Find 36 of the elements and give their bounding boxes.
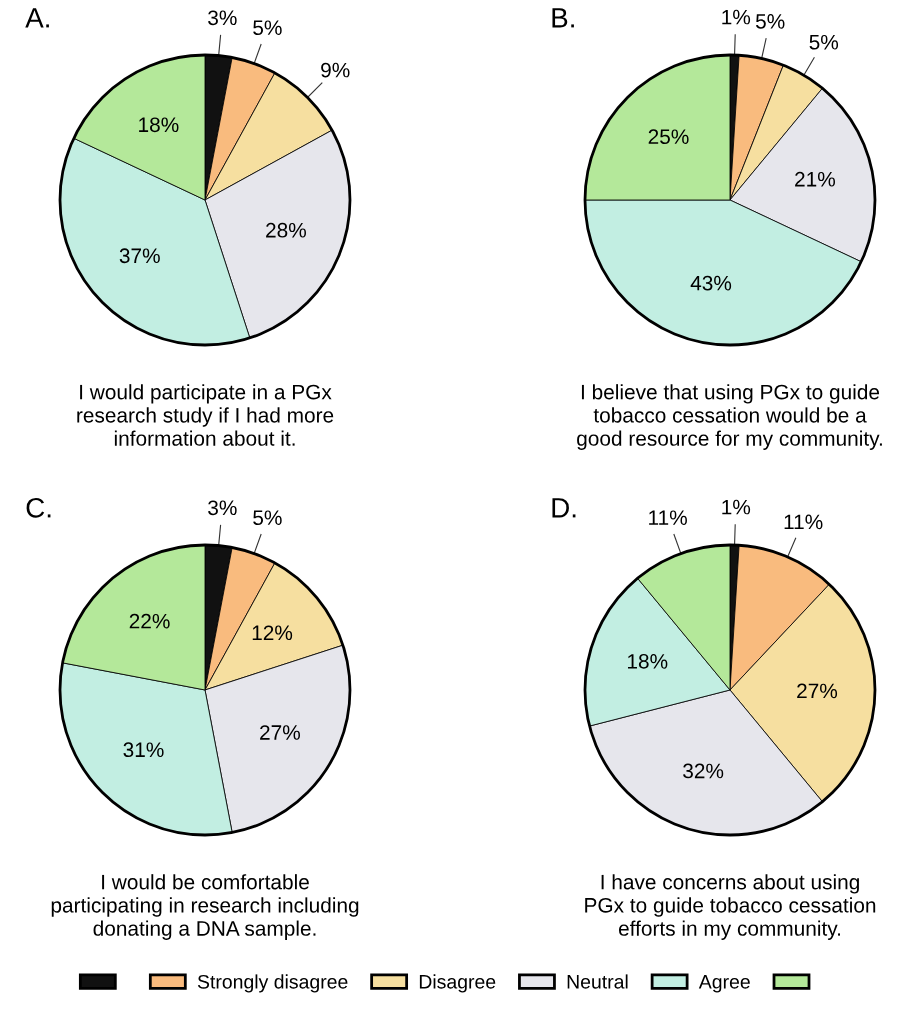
text: I would participate in a PGx research study if I had more information about it. [77,384,334,446]
data-label: 32% [683,763,724,779]
data-label: 11% [784,514,823,530]
data-label: 21% [795,171,836,187]
legend-label: Neutral [567,974,628,989]
data-label: 27% [797,683,838,699]
data-label: 31% [123,742,164,758]
data-label: 9% [321,62,350,78]
text: I believe that using PGx to guide tobacco cessation would be a good resource for my community. [577,384,882,450]
chart-title: A. [25,8,49,28]
data-label: 11% [649,510,687,525]
data-label: 22% [129,613,170,629]
data-label: 18% [139,117,179,133]
data-label: 3% [208,500,237,516]
data-label: 5% [253,510,282,526]
data-label: 37% [119,248,160,264]
legend-label: Disagree [419,974,496,993]
data-label: 28% [266,222,306,238]
data-label: 43% [690,275,732,291]
data-label: 5% [253,20,282,36]
data-label: 12% [252,625,293,641]
data-label: 1% [722,9,751,25]
chart-title: B. [552,8,574,28]
data-label: 27% [260,725,300,740]
data-label: 5% [755,14,785,29]
legend-label: Agree [698,975,750,993]
chart-title: C. [26,497,51,518]
data-label: 1% [722,499,751,515]
legend-label: Strongly disagree [197,974,348,993]
data-label: 18% [628,653,668,669]
text: I would be comfortable participating in research including donating a DNA sample. [51,874,359,940]
data-label: 25% [648,129,689,145]
chart-title: D. [552,498,576,518]
text: I have concerns about using PGx to guide tobacco cessation efforts in my community. [585,874,876,940]
data-label: 5% [809,34,839,50]
data-label: 3% [208,10,237,26]
